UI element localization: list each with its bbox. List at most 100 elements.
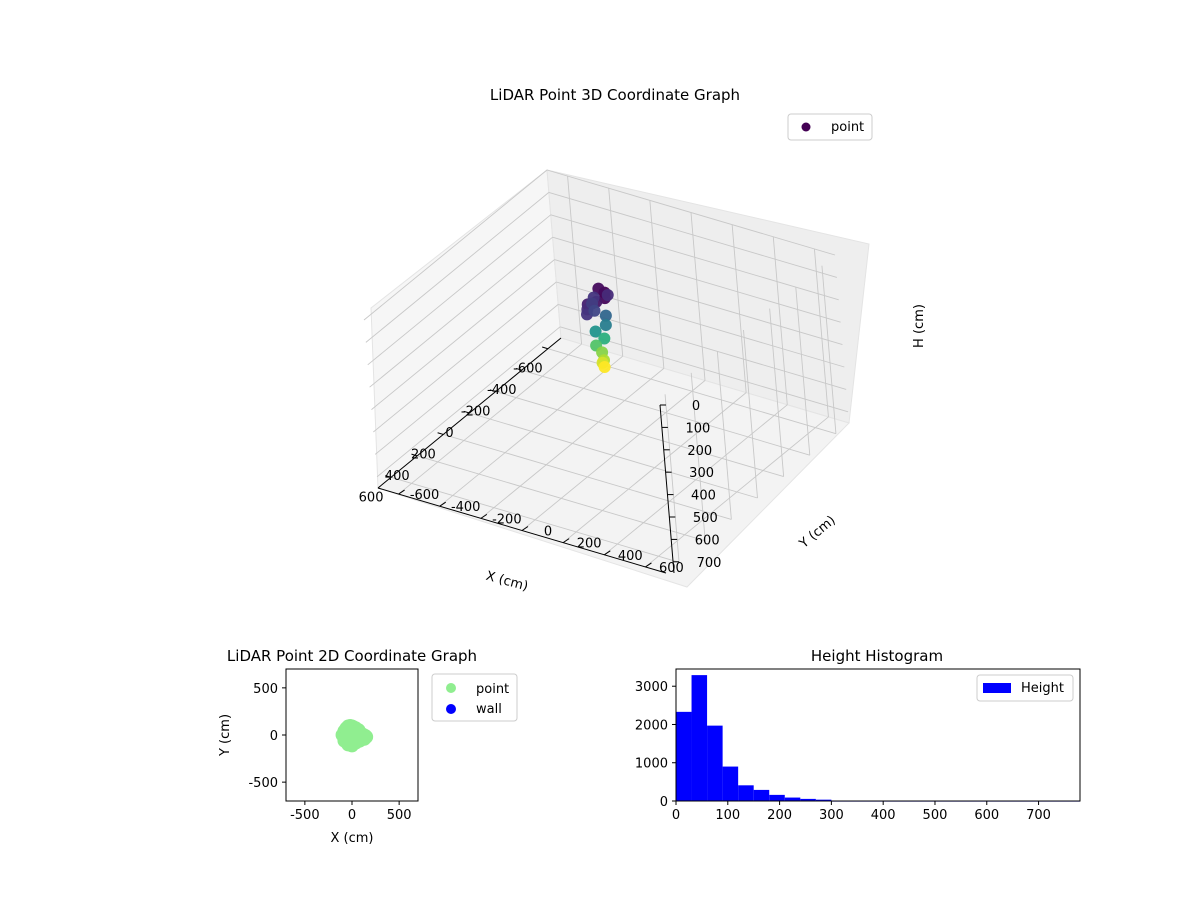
plot3d-x-tick-label: 400 [385, 469, 410, 484]
plot3d-grid-y-floor [439, 355, 623, 507]
plot2d-y-tick-label: 500 [253, 682, 278, 697]
plot3d-grid-y-floor [480, 368, 665, 519]
histogram-ticks: 0 100 200 300 400 500 600 700 0 1000 2000 3000 [635, 680, 1051, 823]
plot3d-y-tick-label: 200 [577, 537, 602, 552]
histogram-bar [676, 711, 692, 801]
plot3d-x-tick-label: -600 [513, 362, 543, 377]
histogram-bar [707, 725, 723, 801]
plot3d-grid-y-left [813, 248, 829, 417]
plot3d-point [588, 304, 601, 317]
histogram-x-tick-label: 0 [672, 808, 680, 823]
histogram-x-tick-label: 600 [974, 808, 999, 823]
plot3d-y-tick-label: 0 [544, 525, 552, 540]
plot3d-y-tick [604, 550, 611, 556]
plot3d-point [589, 325, 602, 338]
plot3d-y-tick [562, 538, 570, 544]
plot3d-x-tick [515, 367, 522, 371]
histogram-y-tick-label: 3000 [635, 680, 668, 695]
plot3d-x-tick-label: 200 [411, 447, 436, 462]
plot3d-z-tick-label: 200 [687, 444, 712, 459]
plot2d-ticks: -500 0 500 -500 0 500 [248, 682, 411, 823]
plot3d-point [598, 360, 611, 373]
histogram-axes-border [675, 668, 1081, 802]
histogram-y-tick-label: 1000 [635, 757, 668, 772]
plot3d-y-tick-label: 600 [659, 561, 684, 576]
plot2d-points [335, 719, 374, 753]
plot2d-legend-label-wall: wall [476, 702, 502, 717]
histogram-bar [738, 785, 754, 801]
plot2d-point-point [341, 723, 356, 738]
histogram-bar [722, 766, 739, 801]
plot3d-grid-z-left [376, 326, 561, 478]
plot2d-y-tick-label: 0 [270, 729, 278, 744]
histogram-y-tick-label: 0 [660, 795, 668, 810]
plot3d-y-tick [521, 526, 529, 531]
plot2d-point-point [351, 723, 366, 738]
histogram-bar [800, 798, 816, 801]
plot3d-grid-z-left [365, 192, 550, 343]
histogram-bar [815, 799, 832, 801]
histogram-legend-box [976, 674, 1074, 702]
plot3d-point [599, 309, 612, 322]
plot3d-y-tick-label: -200 [492, 512, 522, 527]
plot3d-x-tick-label: 0 [445, 426, 453, 441]
histogram-legend-swatch [983, 683, 1011, 693]
plot3d-grid-y-floor [562, 392, 747, 543]
plot3d-y-tick-label: -600 [410, 488, 440, 503]
plot3d-grid-z-left [374, 304, 559, 455]
plot3d-points [580, 282, 614, 373]
plot3d-x-tick [463, 410, 470, 414]
histogram: Height Histogram 0 100 200 300 400 500 600 7000… [635, 647, 1081, 823]
plot2d-legend-marker-wall [446, 704, 456, 714]
plot3d-x-tick [411, 453, 418, 457]
plot3d-grid-z-left [369, 236, 553, 388]
plot2d-legend: point wall [431, 673, 518, 722]
histogram-x-tick-label: 500 [923, 808, 948, 823]
plot3d-x-tick-label: 600 [359, 490, 384, 505]
plot3d-z-tick-label: 100 [685, 421, 710, 436]
plot3d-grid-y-floor [604, 404, 788, 556]
histogram-x-tick-label: 400 [871, 808, 896, 823]
histogram-x-tick-label: 300 [819, 808, 844, 823]
plot3d-z-tick-label: 400 [691, 489, 716, 504]
histogram-bar [784, 797, 801, 801]
plot3d-grid-x-back [769, 308, 785, 477]
plot2d: LiDAR Point 2D Coordinate Graph -500 0 500… [218, 647, 518, 846]
plot3d-grid-y-floor [398, 343, 582, 495]
plot3d-grid-y-left [567, 176, 583, 345]
plot3d-y-tick [398, 489, 405, 495]
histogram-bar [691, 675, 708, 801]
plot3d-x-tick-label: -200 [461, 405, 491, 420]
plot3d-legend-label-point: point [831, 120, 864, 135]
plot2d-y-tick-label: -500 [248, 776, 278, 791]
plot3d-legend: point [787, 113, 873, 141]
plot3d-grid-y-left [608, 188, 624, 357]
histogram-x-tick-label: 100 [715, 808, 740, 823]
plot3d-grid-z-back [548, 191, 837, 278]
plot3d-grid-z-left [363, 169, 548, 321]
plot2d-title: LiDAR Point 2D Coordinate Graph [227, 647, 477, 665]
plot2d-point-point [345, 734, 360, 749]
plot3d-grid-z-left [371, 259, 555, 410]
plot2d-x-tick-label: 500 [387, 808, 412, 823]
plot3d-z-tick-label: 300 [689, 466, 714, 481]
plot2d-ylabel: Y (cm) [218, 714, 233, 757]
plot3d-point [599, 319, 612, 332]
histogram-x-tick-label: 700 [1026, 808, 1051, 823]
histogram-bar [753, 789, 770, 801]
plot3d-z-tick-label: 700 [697, 556, 722, 571]
plot3d-z-tick-label: 500 [693, 511, 718, 526]
plot3d-grid-y-left [649, 200, 665, 369]
histogram-title: Height Histogram [811, 647, 943, 665]
plot3d-x-tick [489, 389, 496, 393]
plot2d-x-tick-label: 0 [348, 808, 356, 823]
histogram-y-tick-label: 2000 [635, 718, 668, 733]
plot3d-x-tick-label: -400 [487, 383, 517, 398]
plot3d-grid-x-back [716, 351, 732, 520]
plot3d-grid-y-floor [521, 380, 706, 531]
plot3d-grid-y-floor [645, 416, 829, 568]
plot2d-legend-marker-point [446, 683, 456, 693]
plot3d-grid-z-left [367, 214, 552, 366]
